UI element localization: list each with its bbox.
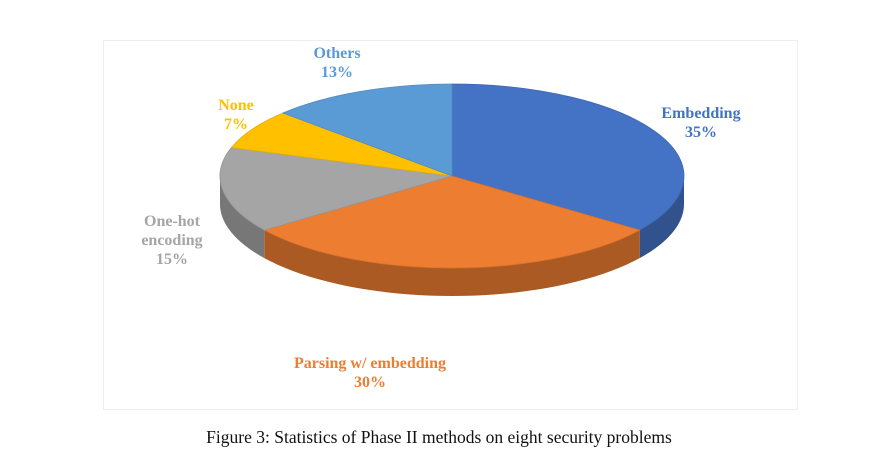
value-label-one-hot-encoding: 15% [156,251,188,268]
pie-slice-others [281,83,453,177]
label-parsing-w-embedding: Parsing w/ embedding 30% [294,355,446,391]
pie-tops [219,83,685,269]
name-label-one-hot-encoding: One-hot [144,213,201,230]
figure-caption: Figure 3: Statistics of Phase II methods… [206,427,672,447]
name-label-one-hot-encoding: encoding [141,232,202,249]
pie-slice-embedding [451,83,685,231]
pie-labels: Embedding 35% Parsing w/ embedding 30% One-h… [141,45,740,391]
label-one-hot-encoding: One-hot encoding 15% [141,213,202,268]
label-embedding: Embedding 35% [661,105,740,141]
pie-slice-parsing-w-embedding [263,175,641,269]
name-label-embedding: Embedding [661,105,740,122]
value-label-none: 7% [224,116,248,133]
pie-slice-one-hot-encoding [219,147,453,231]
name-label-others: Others [313,45,360,62]
name-label-none: None [218,97,254,114]
value-label-embedding: 35% [685,124,717,141]
value-label-parsing-w-embedding: 30% [354,374,386,391]
name-label-parsing-w-embedding: Parsing w/ embedding [294,355,446,372]
pie-side-embedding [639,176,684,259]
pie-side-parsing-w-embedding [264,230,640,296]
pie-slice-none [230,112,453,177]
pie-sides [220,176,684,296]
label-others: Others 13% [313,45,360,81]
pie-side-one-hot-encoding [220,176,265,259]
value-label-others: 13% [321,64,353,81]
label-none: None 7% [218,97,254,133]
